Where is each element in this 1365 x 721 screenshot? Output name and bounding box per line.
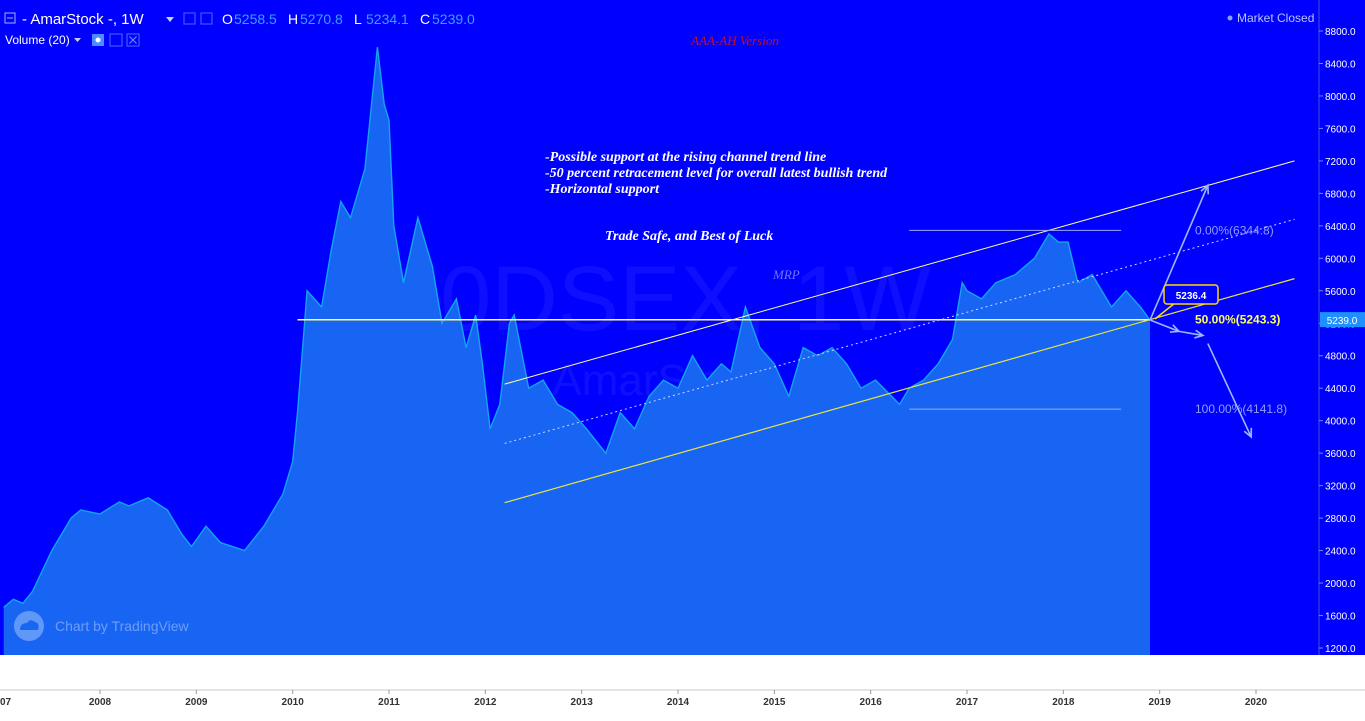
ohlc-key: C xyxy=(420,11,430,27)
ohlc-value: 5270.8 xyxy=(300,11,343,27)
price-axis-background xyxy=(1319,0,1365,655)
fib-level-label: 50.00%(5243.3) xyxy=(1195,313,1280,327)
y-tick-label: 8000.0 xyxy=(1325,92,1356,103)
projection-arrow xyxy=(1178,330,1204,337)
y-tick-label: 5600.0 xyxy=(1325,287,1356,298)
x-tick-label: 2011 xyxy=(378,697,400,708)
ohlc-value: 5258.5 xyxy=(234,11,277,27)
arrow-head-icon xyxy=(1169,324,1181,333)
time-axis-background xyxy=(0,690,1365,716)
symbol-title[interactable]: - AmarStock -, 1W xyxy=(22,11,145,28)
eye-icon-pupil xyxy=(95,37,101,43)
channel-lower-line[interactable] xyxy=(504,278,1295,504)
arrow-head-icon xyxy=(1243,427,1253,439)
tradingview-logo-icon xyxy=(14,611,44,641)
market-status: Market Closed xyxy=(1237,11,1314,25)
y-tick-label: 8800.0 xyxy=(1325,27,1356,38)
y-tick-label: 8400.0 xyxy=(1325,59,1356,70)
note-footer[interactable]: Trade Safe, and Best of Luck xyxy=(605,229,773,244)
last-price-tag: 5239.0 xyxy=(1320,312,1365,328)
y-tick-label: 6400.0 xyxy=(1325,222,1356,233)
channel-mid-line[interactable] xyxy=(504,218,1295,444)
callout-value: 5236.4 xyxy=(1176,291,1207,302)
market-status-dot xyxy=(1227,15,1233,21)
branding-text: Chart by TradingView xyxy=(55,618,189,634)
x-tick-label: 2016 xyxy=(860,697,883,708)
y-tick-label: 4800.0 xyxy=(1325,352,1356,363)
watermark-main: 00DSEX, 1W xyxy=(389,248,931,350)
fib-level-label: 0.00%(6344.8) xyxy=(1195,223,1274,237)
x-tick-label: 2017 xyxy=(956,697,979,708)
volume-close-icon[interactable] xyxy=(126,33,140,47)
time-axis[interactable]: 2008 2009 2010 2011 2012 2013 2014 2015 2016 2017… xyxy=(89,690,1268,708)
x-tick-label: 2015 xyxy=(763,697,786,708)
ohlc-value: 5239.0 xyxy=(432,11,475,27)
top-red-note: AAA-AH Version xyxy=(690,33,779,48)
y-tick-label: 7200.0 xyxy=(1325,157,1356,168)
note-line: -Horizontal support xyxy=(545,182,660,197)
y-tick-label: 3200.0 xyxy=(1325,482,1356,493)
cloud-icon xyxy=(20,620,39,630)
chevron-down-icon[interactable] xyxy=(166,17,174,22)
y-tick-label: 3600.0 xyxy=(1325,449,1356,460)
time-axis-partial-label: 07 xyxy=(0,697,12,708)
ohlc-values: O 5258.5 H 5270.8 L 5234.1 C 5239.0 xyxy=(222,11,475,27)
y-tick-label: 2000.0 xyxy=(1325,579,1356,590)
y-tick-label: 2400.0 xyxy=(1325,547,1356,558)
x-tick-label: 2010 xyxy=(282,697,305,708)
x-tick-label: 2012 xyxy=(474,697,497,708)
x-tick-label: 2008 xyxy=(89,697,112,708)
y-tick-label: 6000.0 xyxy=(1325,254,1356,265)
author-tag[interactable]: MRP xyxy=(772,267,800,282)
arrow-head-icon xyxy=(1194,329,1205,339)
y-tick-label: 2800.0 xyxy=(1325,514,1356,525)
ohlc-value: 5234.1 xyxy=(366,11,409,27)
y-tick-label: 4000.0 xyxy=(1325,417,1356,428)
analysis-note[interactable]: -Possible support at the rising channel … xyxy=(545,150,888,197)
price-area-fill xyxy=(3,47,1151,655)
collapse-icon[interactable] xyxy=(4,12,16,24)
projection-arrows[interactable] xyxy=(1149,183,1253,439)
x-tick-label: 2013 xyxy=(571,697,594,708)
y-tick-label: 6800.0 xyxy=(1325,189,1356,200)
y-tick-label: 7600.0 xyxy=(1325,124,1356,135)
bottom-gap xyxy=(0,655,1365,690)
ohlc-key: L xyxy=(354,11,362,27)
source-icon[interactable] xyxy=(200,12,213,25)
fib-retracement[interactable]: 0.00%(6344.8) 50.00%(5243.3) 100.00%(4141.… xyxy=(909,223,1287,416)
tradingview-branding[interactable]: Chart by TradingView xyxy=(14,611,189,641)
x-tick-label: 2018 xyxy=(1052,697,1075,708)
ohlc-key: H xyxy=(288,11,298,27)
volume-settings-icon[interactable] xyxy=(109,33,123,47)
x-tick-label: 2014 xyxy=(667,697,690,708)
price-line[interactable] xyxy=(3,47,1151,608)
note-line: -Possible support at the rising channel … xyxy=(545,150,826,165)
ohlc-key: O xyxy=(222,11,233,27)
channel-upper-line[interactable] xyxy=(504,160,1295,385)
note-line: -50 percent retracement level for overal… xyxy=(545,166,888,181)
volume-label[interactable]: Volume (20) xyxy=(5,33,70,47)
settings-icon[interactable] xyxy=(183,12,196,25)
x-tick-label: 2020 xyxy=(1245,697,1268,708)
price-callout[interactable]: 5236.4 xyxy=(1154,284,1219,320)
arrow-head-icon xyxy=(1200,183,1210,195)
volume-chevron-down-icon[interactable] xyxy=(74,38,81,42)
x-tick-label: 2019 xyxy=(1149,697,1172,708)
projection-arrow xyxy=(1149,319,1180,333)
x-tick-label: 2009 xyxy=(185,697,208,708)
last-price-label: 5239.0 xyxy=(1327,316,1358,327)
fib-level-label: 100.00%(4141.8) xyxy=(1195,402,1287,416)
y-tick-label: 1600.0 xyxy=(1325,612,1356,623)
volume-close-icon-x xyxy=(129,36,137,44)
y-tick-label: 1200.0 xyxy=(1325,644,1356,655)
y-tick-label: 4400.0 xyxy=(1325,384,1356,395)
projection-arrow xyxy=(1149,184,1209,321)
projection-arrow xyxy=(1207,343,1252,438)
